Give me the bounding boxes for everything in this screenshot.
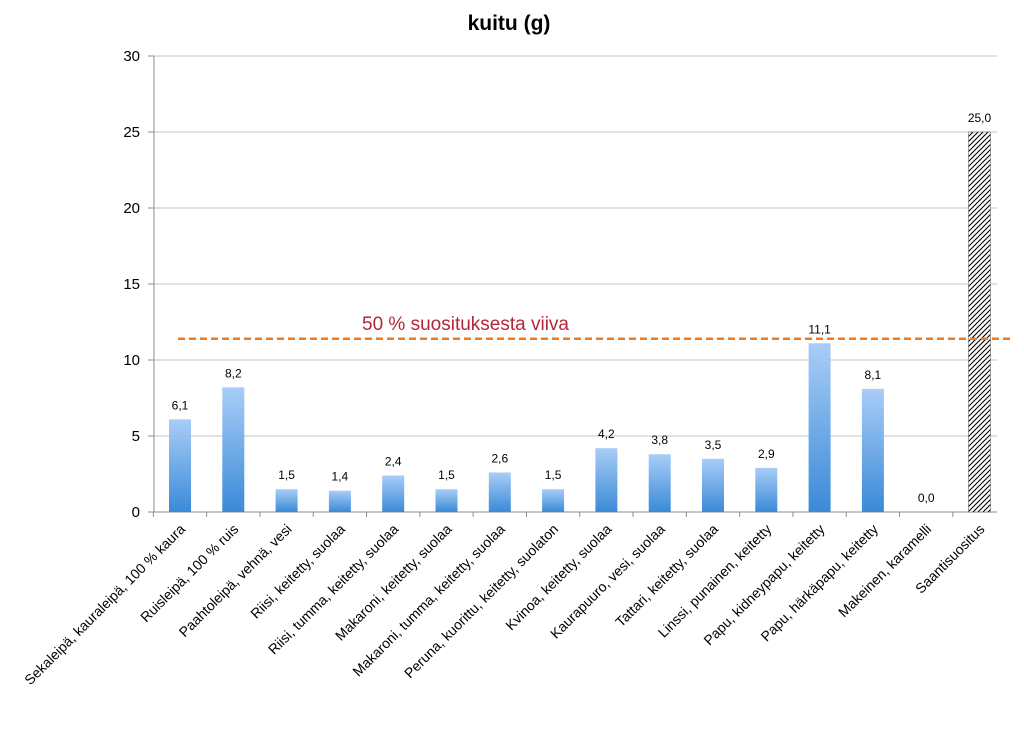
value-label: 2,9 — [758, 447, 775, 461]
bar — [595, 448, 618, 512]
value-label: 6,1 — [172, 398, 189, 412]
value-label: 0,0 — [918, 491, 935, 505]
value-label: 4,2 — [598, 427, 615, 441]
value-label: 1,5 — [278, 468, 295, 482]
y-tick-label: 5 — [132, 428, 140, 445]
value-label: 8,1 — [865, 368, 882, 382]
y-tick-label: 0 — [132, 504, 140, 521]
y-axis-ticks: 0 5 10 15 20 25 30 — [123, 48, 140, 521]
y-tick-label: 20 — [123, 200, 140, 217]
value-label: 8,2 — [225, 366, 242, 380]
reference-line-label: 50 % suosituksesta viiva — [362, 314, 569, 335]
bar — [542, 489, 565, 512]
category-labels: Sekaleipä, kauraleipä, 100 % kauraRuisle… — [21, 521, 988, 688]
bars — [169, 131, 991, 513]
bar — [648, 454, 671, 512]
value-label: 3,5 — [705, 438, 722, 452]
category-label: Tattari, keitetty, suolaa — [612, 521, 721, 630]
value-label: 2,6 — [491, 451, 508, 465]
value-label: 25,0 — [968, 111, 992, 125]
bar — [435, 489, 458, 512]
bar — [275, 489, 298, 512]
bar — [382, 475, 405, 512]
category-label: Riisi, keitetty, suolaa — [247, 521, 348, 622]
bar — [968, 131, 991, 513]
bar — [488, 472, 511, 512]
chart-title: kuitu (g) — [468, 12, 551, 35]
bar — [328, 490, 351, 512]
value-label: 1,5 — [438, 468, 455, 482]
bar — [702, 458, 724, 512]
category-label: Kvinoa, keitetty, suolaa — [502, 521, 615, 634]
value-label: 1,5 — [545, 468, 562, 482]
category-label: Ruisleipä, 100 % ruis — [137, 521, 241, 625]
value-label: 2,4 — [385, 455, 402, 469]
value-label: 11,1 — [808, 322, 831, 336]
bar — [755, 467, 778, 512]
value-label: 1,4 — [332, 470, 349, 484]
y-tick-label: 25 — [123, 124, 140, 141]
category-label: Makeinen, karamelli — [835, 521, 934, 620]
y-tick-label: 15 — [123, 276, 140, 293]
value-label: 3,8 — [651, 433, 668, 447]
bar — [222, 387, 245, 512]
bar — [169, 419, 191, 512]
bar — [808, 343, 831, 512]
gridlines — [148, 55, 997, 517]
y-tick-label: 10 — [123, 352, 140, 369]
value-labels: 6,1 8,2 1,5 1,4 2,4 1,5 2,6 1,5 4,2 3,8 3,5 2,9 11,1… — [172, 111, 992, 505]
bar — [861, 388, 884, 512]
y-tick-label: 30 — [123, 48, 140, 65]
